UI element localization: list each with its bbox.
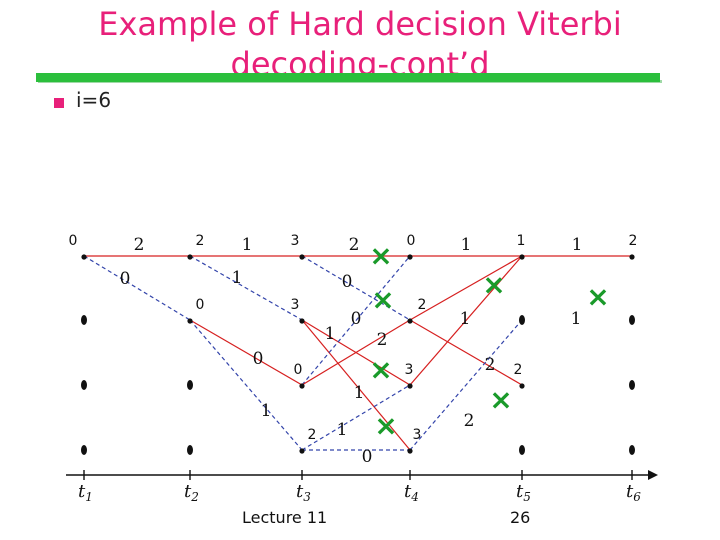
title-underline-bar <box>36 73 660 82</box>
branch-metric-8: 1 <box>325 324 336 344</box>
time-label-4: t4 <box>404 481 419 504</box>
eliminated-cross-icon: × <box>374 409 397 442</box>
branch-metric-3: 1 <box>242 235 253 255</box>
trellis-node <box>81 315 87 325</box>
trellis-node <box>299 318 305 324</box>
eliminated-cross-icon: × <box>586 280 609 313</box>
footer-lecture: Lecture 11 <box>242 508 328 527</box>
bullet-square-icon <box>54 98 64 108</box>
branch-metric-20: 1 <box>571 309 582 329</box>
trellis-node <box>299 254 305 260</box>
path-metric-3-1: 3 <box>291 297 300 313</box>
trellis-node <box>629 380 635 390</box>
time-label-1: t1 <box>78 481 93 504</box>
path-metric-3-0: 3 <box>291 233 300 249</box>
path-metric-2-1: 0 <box>196 297 205 313</box>
trellis-node <box>187 445 193 455</box>
trellis-node <box>519 445 525 455</box>
path-metric-6-0: 2 <box>629 233 638 249</box>
time-label-6: t6 <box>626 481 641 504</box>
trellis-node <box>629 254 635 260</box>
trellis-node <box>81 380 87 390</box>
path-metric-4-2: 3 <box>405 362 414 378</box>
path-metric-3-3: 2 <box>308 427 317 443</box>
branch-metric-6: 0 <box>342 272 353 292</box>
time-label-2: t2 <box>184 481 199 504</box>
trellis-branch-2 <box>83 255 191 321</box>
path-metric-4-0: 0 <box>407 233 416 249</box>
trellis-node <box>407 448 413 454</box>
time-label-3: t3 <box>296 481 311 504</box>
time-label-5: t5 <box>516 481 531 504</box>
branch-metric-17: 0 <box>362 447 373 467</box>
slide-title: Example of Hard decision Viterbi decodin… <box>0 4 720 84</box>
branch-metric-9: 0 <box>253 349 264 369</box>
path-metric-5-2: 2 <box>514 362 523 378</box>
branch-metric-13: 2 <box>485 355 496 375</box>
trellis-node <box>81 445 87 455</box>
path-metric-3-2: 0 <box>294 362 303 378</box>
trellis-branch-16 <box>409 255 523 321</box>
trellis-node <box>407 254 413 260</box>
trellis-node <box>407 318 413 324</box>
trellis-node <box>299 383 305 389</box>
branch-metric-11: 1 <box>461 235 472 255</box>
eliminated-cross-icon: × <box>369 239 392 272</box>
trellis-branch-12 <box>301 319 411 386</box>
trellis-node <box>629 445 635 455</box>
branch-metric-19: 1 <box>572 235 583 255</box>
trellis-branch-18 <box>409 255 523 386</box>
trellis-node <box>81 254 87 260</box>
slide-title-line-1: Example of Hard decision Viterbi <box>98 5 622 43</box>
trellis-branch-6 <box>189 319 303 451</box>
branch-metric-10: 2 <box>377 330 388 350</box>
branch-metric-14: 1 <box>354 383 365 403</box>
branch-metric-16: 1 <box>337 420 348 440</box>
footer-page-number: 26 <box>510 508 531 527</box>
trellis-node <box>187 254 193 260</box>
path-metric-1-0: 0 <box>69 233 78 249</box>
branch-metric-4: 1 <box>232 268 243 288</box>
trellis-node <box>519 254 525 260</box>
trellis-branch-10 <box>301 319 411 451</box>
branch-metric-1: 2 <box>134 235 145 255</box>
trellis-branch-4 <box>189 255 303 321</box>
trellis-node <box>519 315 525 325</box>
eliminated-cross-icon: × <box>371 283 394 316</box>
branch-metric-12: 1 <box>460 309 471 329</box>
trellis-node <box>187 380 193 390</box>
trellis-node <box>407 383 413 389</box>
branch-metric-5: 2 <box>349 235 360 255</box>
time-axis-arrow-icon <box>648 470 658 480</box>
eliminated-cross-icon: × <box>489 383 512 416</box>
trellis-branch-17 <box>409 319 523 386</box>
trellis-branch-5 <box>189 319 303 386</box>
trellis-node <box>519 383 525 389</box>
trellis-node <box>299 448 305 454</box>
trellis-branch-19 <box>409 319 523 451</box>
trellis-branch-11 <box>301 255 411 386</box>
branch-metric-18: 2 <box>464 411 475 431</box>
eliminated-cross-icon: × <box>482 268 505 301</box>
trellis-branch-13 <box>301 384 411 451</box>
branch-metric-2: 0 <box>120 269 131 289</box>
bullet-text: i=6 <box>76 88 112 112</box>
path-metric-2-0: 2 <box>196 233 205 249</box>
branch-metric-7: 0 <box>351 309 362 329</box>
branch-metric-15: 1 <box>261 401 272 421</box>
trellis-node <box>629 315 635 325</box>
path-metric-4-1: 2 <box>418 297 427 313</box>
trellis-node <box>187 318 193 324</box>
path-metric-4-3: 3 <box>413 427 422 443</box>
eliminated-cross-icon: × <box>369 353 392 386</box>
path-metric-5-0: 1 <box>517 233 526 249</box>
